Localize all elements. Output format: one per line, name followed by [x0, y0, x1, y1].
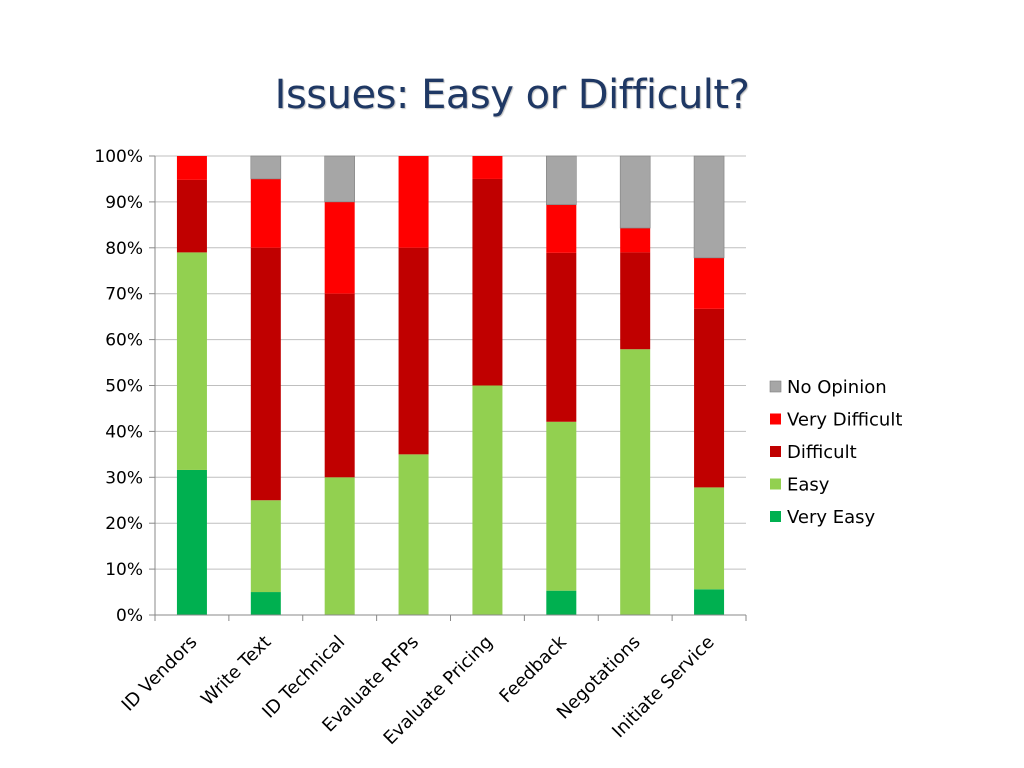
y-tick-label: 100%: [94, 147, 143, 167]
bar-segment-no-opinion: [546, 155, 577, 205]
legend-label: Very Difficult: [787, 410, 902, 431]
x-category-label: Write Text: [197, 632, 275, 710]
bars: [176, 155, 725, 615]
x-category-label: ID Vendors: [118, 632, 202, 716]
bar-segment-very-difficult: [250, 178, 281, 248]
bar-segment-very-easy: [546, 590, 577, 615]
legend-swatch-very-easy: [770, 511, 781, 522]
bar-segment-easy: [398, 454, 429, 615]
slide-title: Issues: Easy or Difficult?: [274, 72, 750, 118]
bar-segment-no-opinion: [619, 155, 651, 229]
y-tick-label: 50%: [105, 377, 143, 397]
y-tick-label: 60%: [105, 331, 143, 351]
bar-segment-difficult: [324, 293, 355, 478]
bar-segment-very-difficult: [324, 201, 355, 294]
bar-segment-easy: [620, 349, 651, 615]
y-tick-label: 40%: [105, 422, 143, 442]
legend-label: Very Easy: [787, 507, 876, 528]
bar-segment-easy: [176, 252, 207, 470]
bar-segment-very-easy: [176, 469, 207, 615]
bar-segment-easy: [472, 385, 503, 615]
bar-segment-no-opinion: [250, 155, 282, 180]
y-tick-label: 80%: [105, 239, 143, 259]
bar-segment-very-easy: [694, 589, 725, 615]
bar-segment-very-difficult: [398, 156, 429, 248]
bar-segment-no-opinion: [693, 155, 725, 259]
bar-segment-difficult: [620, 252, 651, 350]
bar-segment-very-difficult: [472, 156, 503, 179]
axes: [149, 155, 747, 621]
legend-swatch-difficult: [770, 446, 781, 457]
bar-segment-difficult: [472, 178, 503, 386]
bar-segment-easy: [694, 487, 725, 590]
y-tick-label: 0%: [116, 606, 143, 626]
legend-swatch-very-difficult: [770, 413, 781, 425]
bar-segment-very-difficult: [620, 228, 651, 253]
y-tick-label: 30%: [105, 468, 143, 488]
bar-segment-easy: [546, 421, 577, 591]
bar-segment-difficult: [398, 247, 429, 455]
bar-segment-very-easy: [250, 592, 281, 615]
legend-swatch-no-opinion: [769, 380, 782, 393]
y-tick-label: 10%: [105, 560, 143, 580]
y-tick-label: 90%: [105, 193, 143, 213]
y-tick-label: 70%: [105, 285, 143, 305]
legend: No Opinion Very Difficult Difficult Easy Ver…: [769, 377, 902, 528]
bar-segment-easy: [250, 500, 281, 593]
bar-segment-difficult: [176, 179, 207, 253]
bar-segment-very-difficult: [546, 204, 577, 253]
y-tick-label: 20%: [105, 514, 143, 534]
bar-segment-difficult: [546, 252, 577, 422]
legend-label: No Opinion: [787, 377, 887, 398]
bar-segment-very-difficult: [176, 156, 207, 180]
x-category-label: Feedback: [495, 631, 571, 707]
gridlines: [155, 155, 746, 616]
legend-swatch-easy: [770, 478, 781, 490]
bar-segment-easy: [324, 477, 355, 615]
bar-segment-very-difficult: [694, 257, 725, 309]
bar-segment-difficult: [250, 247, 281, 501]
legend-label: Difficult: [787, 442, 857, 463]
bar-segment-difficult: [694, 308, 725, 488]
bar-segment-no-opinion: [324, 155, 355, 203]
y-axis-tick-labels: 0% 10% 20% 30% 40% 50% 60% 70% 80% 90% 100%: [94, 147, 143, 626]
legend-label: Easy: [787, 475, 830, 496]
